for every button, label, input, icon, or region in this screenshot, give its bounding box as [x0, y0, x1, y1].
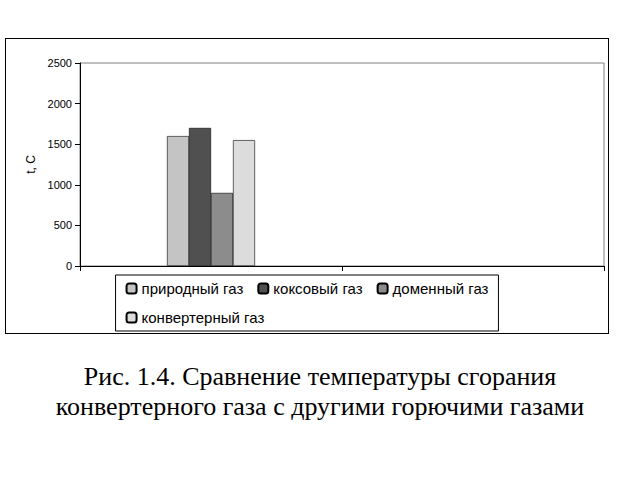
svg-text:коксовый газ: коксовый газ — [273, 280, 362, 297]
svg-text:t, С: t, С — [24, 155, 38, 174]
svg-text:1000: 1000 — [48, 179, 72, 191]
svg-text:природный газ: природный газ — [142, 280, 244, 297]
svg-text:2500: 2500 — [48, 57, 72, 69]
svg-text:1500: 1500 — [48, 138, 72, 150]
svg-text:2000: 2000 — [48, 98, 72, 110]
svg-text:500: 500 — [54, 219, 72, 231]
svg-text:0: 0 — [66, 260, 72, 272]
svg-text:конвертерный газ: конвертерный газ — [142, 309, 265, 326]
svg-text:доменный газ: доменный газ — [393, 280, 489, 297]
html-text:Рис. 1.4. Сравнение температур: Рис. 1.4. Сравнение температуры сгорания… — [55, 362, 585, 421]
